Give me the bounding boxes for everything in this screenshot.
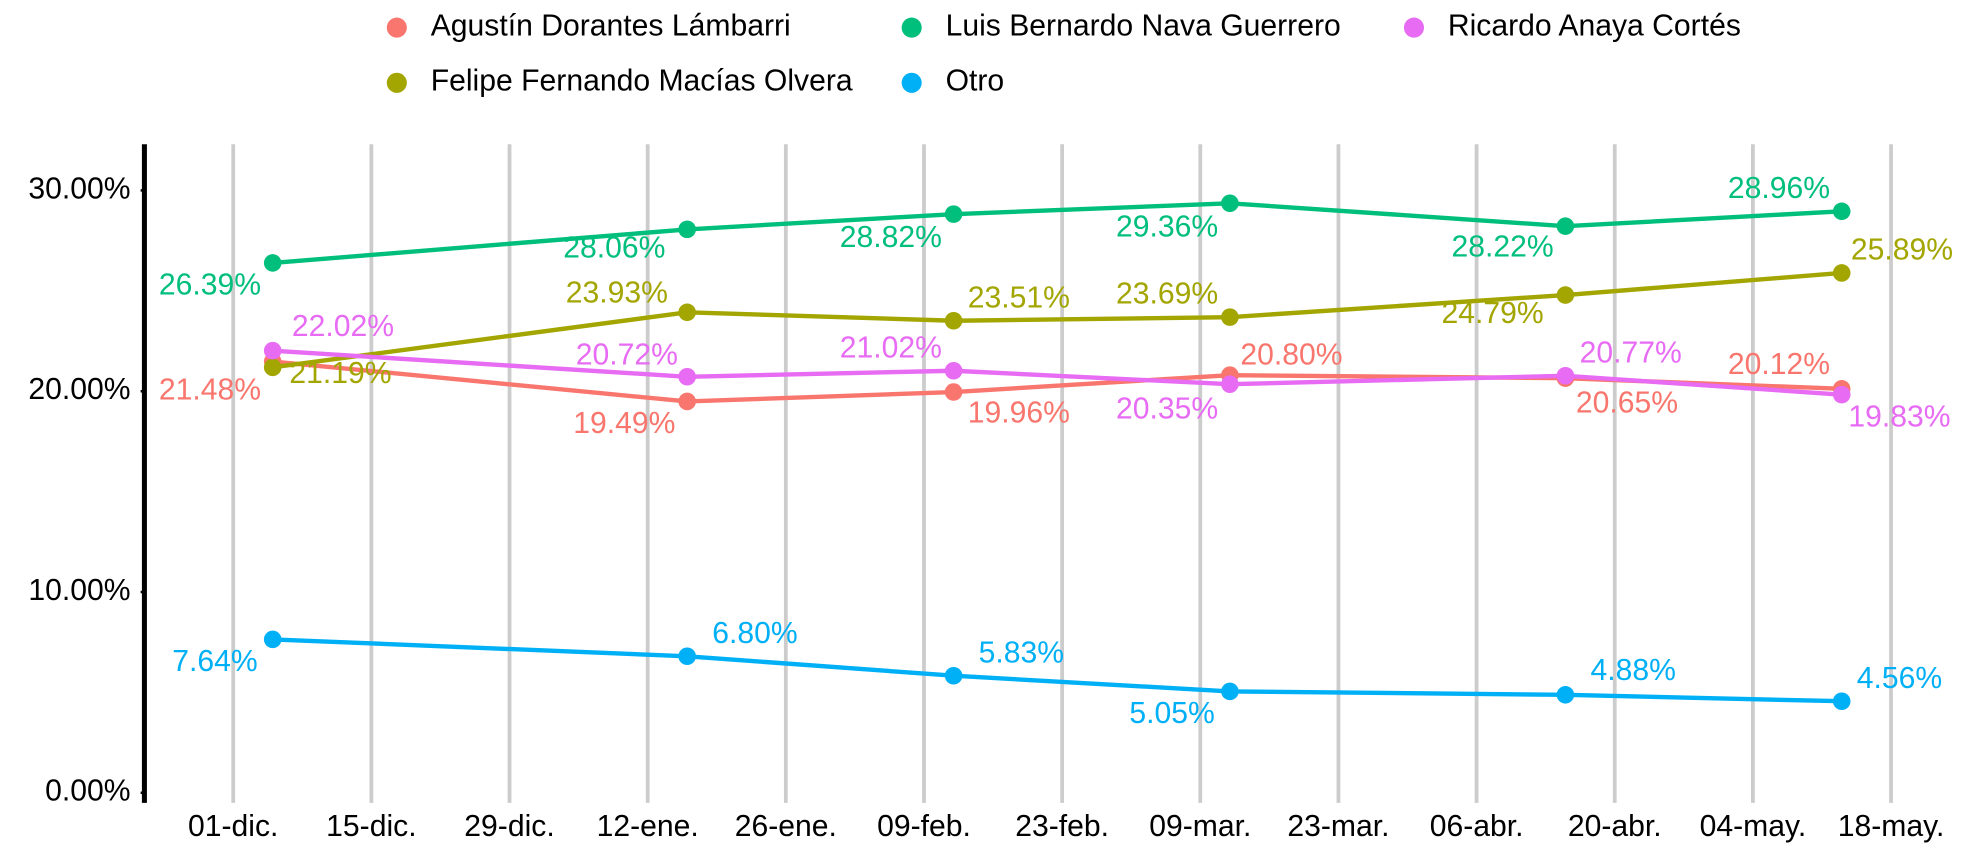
data-point <box>1832 385 1851 404</box>
x-tick-label: 20-abr. <box>1568 810 1662 843</box>
data-label: 4.88% <box>1591 654 1676 687</box>
data-label: 20.12% <box>1728 348 1830 381</box>
series-line <box>272 637 1842 704</box>
data-label: 21.48% <box>159 374 261 407</box>
data-point <box>944 361 963 380</box>
data-point <box>1221 308 1239 326</box>
data-label: 5.05% <box>1129 697 1214 730</box>
legend-label: Felipe Fernando Macías Olvera <box>431 65 853 98</box>
data-label: 26.39% <box>159 269 261 302</box>
data-label: 20.77% <box>1580 336 1682 369</box>
data-point <box>944 205 963 223</box>
legend-marker <box>386 17 407 38</box>
legend-marker <box>386 72 407 93</box>
y-tick-label: 20.00% <box>28 373 130 406</box>
data-label: 21.19% <box>289 357 391 390</box>
y-tick-label: 30.00% <box>28 172 130 205</box>
x-tick-label: 09-feb. <box>877 810 971 843</box>
data-label: 28.06% <box>563 231 665 264</box>
data-point <box>678 647 696 666</box>
data-label: 28.96% <box>1728 172 1830 205</box>
data-point <box>263 358 282 377</box>
legend-label: Luis Bernardo Nava Guerrero <box>946 10 1341 43</box>
data-point <box>1221 375 1239 393</box>
y-tick-label: 10.00% <box>28 574 130 607</box>
data-label: 21.02% <box>840 331 942 364</box>
data-label: 28.22% <box>1452 231 1554 264</box>
data-point <box>944 383 963 401</box>
data-point <box>263 341 282 360</box>
data-point <box>1832 692 1851 711</box>
data-label: 20.72% <box>576 339 678 372</box>
series-line <box>272 201 1842 266</box>
legend-marker <box>1403 17 1425 38</box>
series-line <box>272 270 1842 370</box>
data-point <box>1832 202 1851 221</box>
x-tick-label: 06-abr. <box>1430 810 1524 843</box>
data-label: 19.49% <box>573 407 675 440</box>
data-point <box>944 666 963 685</box>
data-label: 19.83% <box>1848 400 1950 433</box>
data-label: 23.69% <box>1116 278 1218 311</box>
x-tick-label: 01-dic. <box>188 810 278 843</box>
data-label: 23.93% <box>566 277 668 310</box>
data-label: 4.56% <box>1857 662 1942 695</box>
data-point <box>1832 264 1851 282</box>
data-label: 28.82% <box>840 221 942 254</box>
data-point <box>1556 286 1575 304</box>
data-point <box>263 254 282 272</box>
data-point <box>263 630 282 649</box>
x-tick-label: 09-mar. <box>1149 810 1251 843</box>
data-point <box>678 392 696 411</box>
data-point <box>678 303 696 322</box>
data-label: 19.96% <box>968 397 1070 430</box>
series-line <box>272 348 1842 397</box>
legend-marker <box>901 72 922 93</box>
x-tick-label: 04-may. <box>1700 810 1807 843</box>
x-tick-label: 26-ene. <box>735 810 837 843</box>
data-label: 20.65% <box>1576 386 1678 419</box>
data-point <box>1221 194 1239 213</box>
x-tick-label: 15-dic. <box>326 810 416 843</box>
data-point <box>1221 682 1239 701</box>
legend-label: Agustín Dorantes Lámbarri <box>431 10 791 43</box>
data-label: 25.89% <box>1851 234 1953 267</box>
data-label: 29.36% <box>1116 210 1218 243</box>
data-label: 6.80% <box>712 617 797 650</box>
x-tick-label: 18-may. <box>1838 810 1945 843</box>
x-tick-label: 12-ene. <box>597 810 699 843</box>
y-tick-label: 0.00% <box>45 775 130 808</box>
data-label: 22.02% <box>292 310 394 343</box>
data-label: 23.51% <box>968 281 1070 314</box>
legend-label: Ricardo Anaya Cortés <box>1448 10 1741 43</box>
data-label: 5.83% <box>979 636 1064 669</box>
x-tick-label: 29-dic. <box>464 810 554 843</box>
data-point <box>1556 366 1575 385</box>
data-label: 20.80% <box>1240 338 1342 371</box>
x-tick-label: 23-feb. <box>1015 810 1109 843</box>
data-point <box>1556 686 1575 704</box>
data-point <box>678 220 696 239</box>
legend-marker <box>901 17 922 38</box>
data-point <box>1556 217 1575 235</box>
x-tick-label: 23-mar. <box>1287 810 1389 843</box>
data-point <box>678 367 696 386</box>
data-label: 7.64% <box>172 645 257 678</box>
data-point <box>944 311 963 330</box>
legend-label: Otro <box>946 65 1005 98</box>
data-label: 20.35% <box>1116 393 1218 426</box>
data-label: 24.79% <box>1441 297 1543 330</box>
